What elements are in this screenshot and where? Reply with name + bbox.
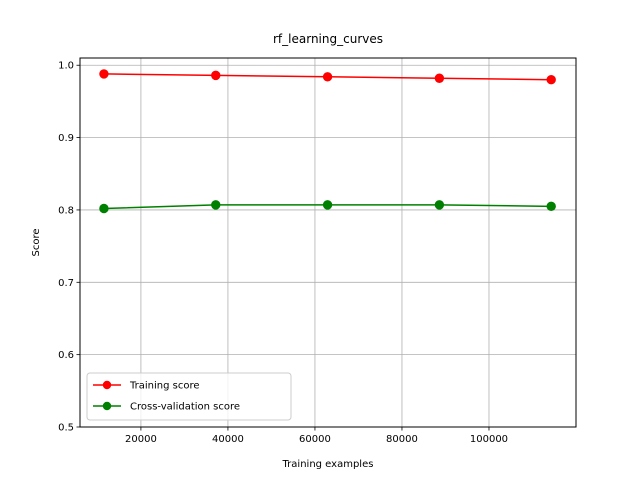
training-score-point bbox=[546, 75, 556, 85]
cross-validation-score-point bbox=[322, 200, 333, 210]
y-tick-label: 0.9 bbox=[58, 133, 74, 144]
y-axis-label: Score bbox=[31, 228, 42, 256]
legend-cross-validation-score-label: Cross-validation score bbox=[130, 402, 240, 413]
y-tick-label: 0.7 bbox=[58, 278, 74, 289]
cross-validation-score-point bbox=[434, 200, 445, 210]
axis-ticks: 20000 40000 60000 80000 100000 0.5 0.6 0.7 0.8 0.… bbox=[58, 61, 508, 445]
training-score-point bbox=[434, 73, 445, 83]
y-tick-label: 0.5 bbox=[58, 423, 74, 434]
x-tick-label: 80000 bbox=[386, 434, 418, 445]
cross-validation-score-point bbox=[211, 200, 221, 210]
training-score-point bbox=[99, 69, 109, 79]
legend: Training score Cross-validation score bbox=[86, 372, 292, 421]
legend-training-score-label: Training score bbox=[129, 381, 200, 392]
x-tick-label: 40000 bbox=[212, 434, 244, 445]
y-tick-label: 0.8 bbox=[58, 205, 74, 216]
legend-cross-validation-score-marker bbox=[102, 401, 112, 411]
x-axis-label: Training examples bbox=[282, 459, 374, 470]
y-tick-label: 0.6 bbox=[58, 350, 74, 361]
cross-validation-score-point bbox=[546, 201, 556, 212]
x-tick-label: 60000 bbox=[299, 434, 331, 445]
x-tick-label: 20000 bbox=[125, 434, 157, 445]
series-layer bbox=[99, 69, 556, 214]
chart-title: rf_learning_curves bbox=[273, 32, 383, 46]
x-tick-label: 100000 bbox=[470, 434, 508, 445]
legend-box bbox=[86, 372, 292, 421]
training-score-point bbox=[322, 72, 333, 82]
plot-area-frame bbox=[79, 57, 577, 428]
training-score-point bbox=[211, 70, 221, 81]
grid bbox=[80, 58, 576, 428]
legend-training-score-marker bbox=[102, 380, 112, 390]
y-tick-label: 1.0 bbox=[58, 61, 74, 72]
cross-validation-score-point bbox=[99, 203, 109, 214]
